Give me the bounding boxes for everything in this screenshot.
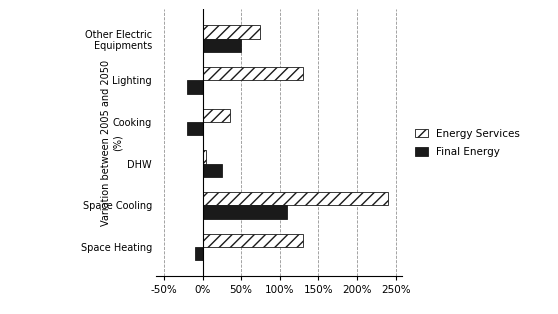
Bar (203, 39, 241, 52)
Bar (203, 67, 303, 80)
Bar (187, 122, 203, 135)
Bar (203, 25, 261, 39)
Bar (203, 150, 206, 164)
Text: Variation between 2005 and 2050
(%): Variation between 2005 and 2050 (%) (101, 60, 123, 226)
Bar (203, 192, 388, 205)
Bar (195, 247, 203, 261)
Legend: Energy Services, Final Energy: Energy Services, Final Energy (412, 126, 523, 160)
Bar (203, 234, 303, 247)
Bar (187, 80, 203, 94)
Bar (203, 109, 229, 122)
Bar (203, 164, 222, 177)
Bar (203, 205, 287, 219)
